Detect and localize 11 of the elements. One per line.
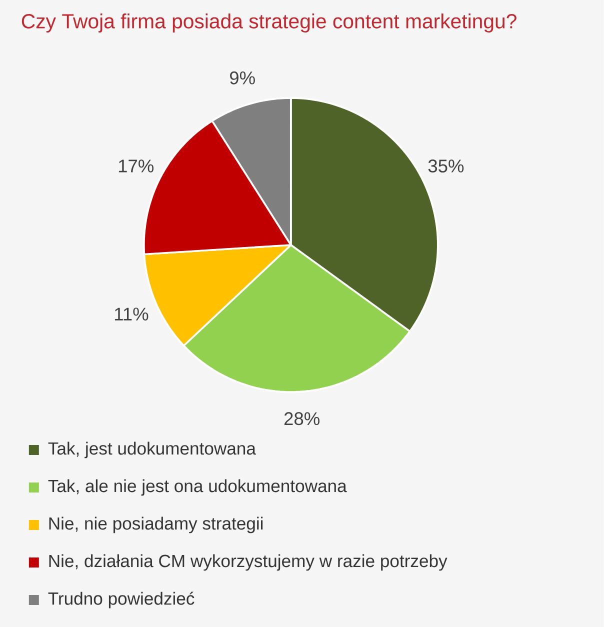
legend-label: Tak, jest udokumentowana [48,442,256,458]
data-label: 17% [119,160,154,172]
data-label: 35% [428,160,464,172]
chart-title: Czy Twoja firma posiada strategie content marketingu? [22,13,516,33]
data-label: 9% [230,71,255,84]
legend-label: Nie, nie posiadamy strategii [49,516,263,534]
legend-label: Nie, działania CM wykorzystujemy w razie potrzeby [49,554,448,571]
legend-label: Trudno powiedzieć [48,592,194,608]
legend-label: Tak, ale nie jest ona udokumentowana [48,479,347,496]
data-label: 28% [284,412,320,426]
data-label: 11% [115,308,148,320]
